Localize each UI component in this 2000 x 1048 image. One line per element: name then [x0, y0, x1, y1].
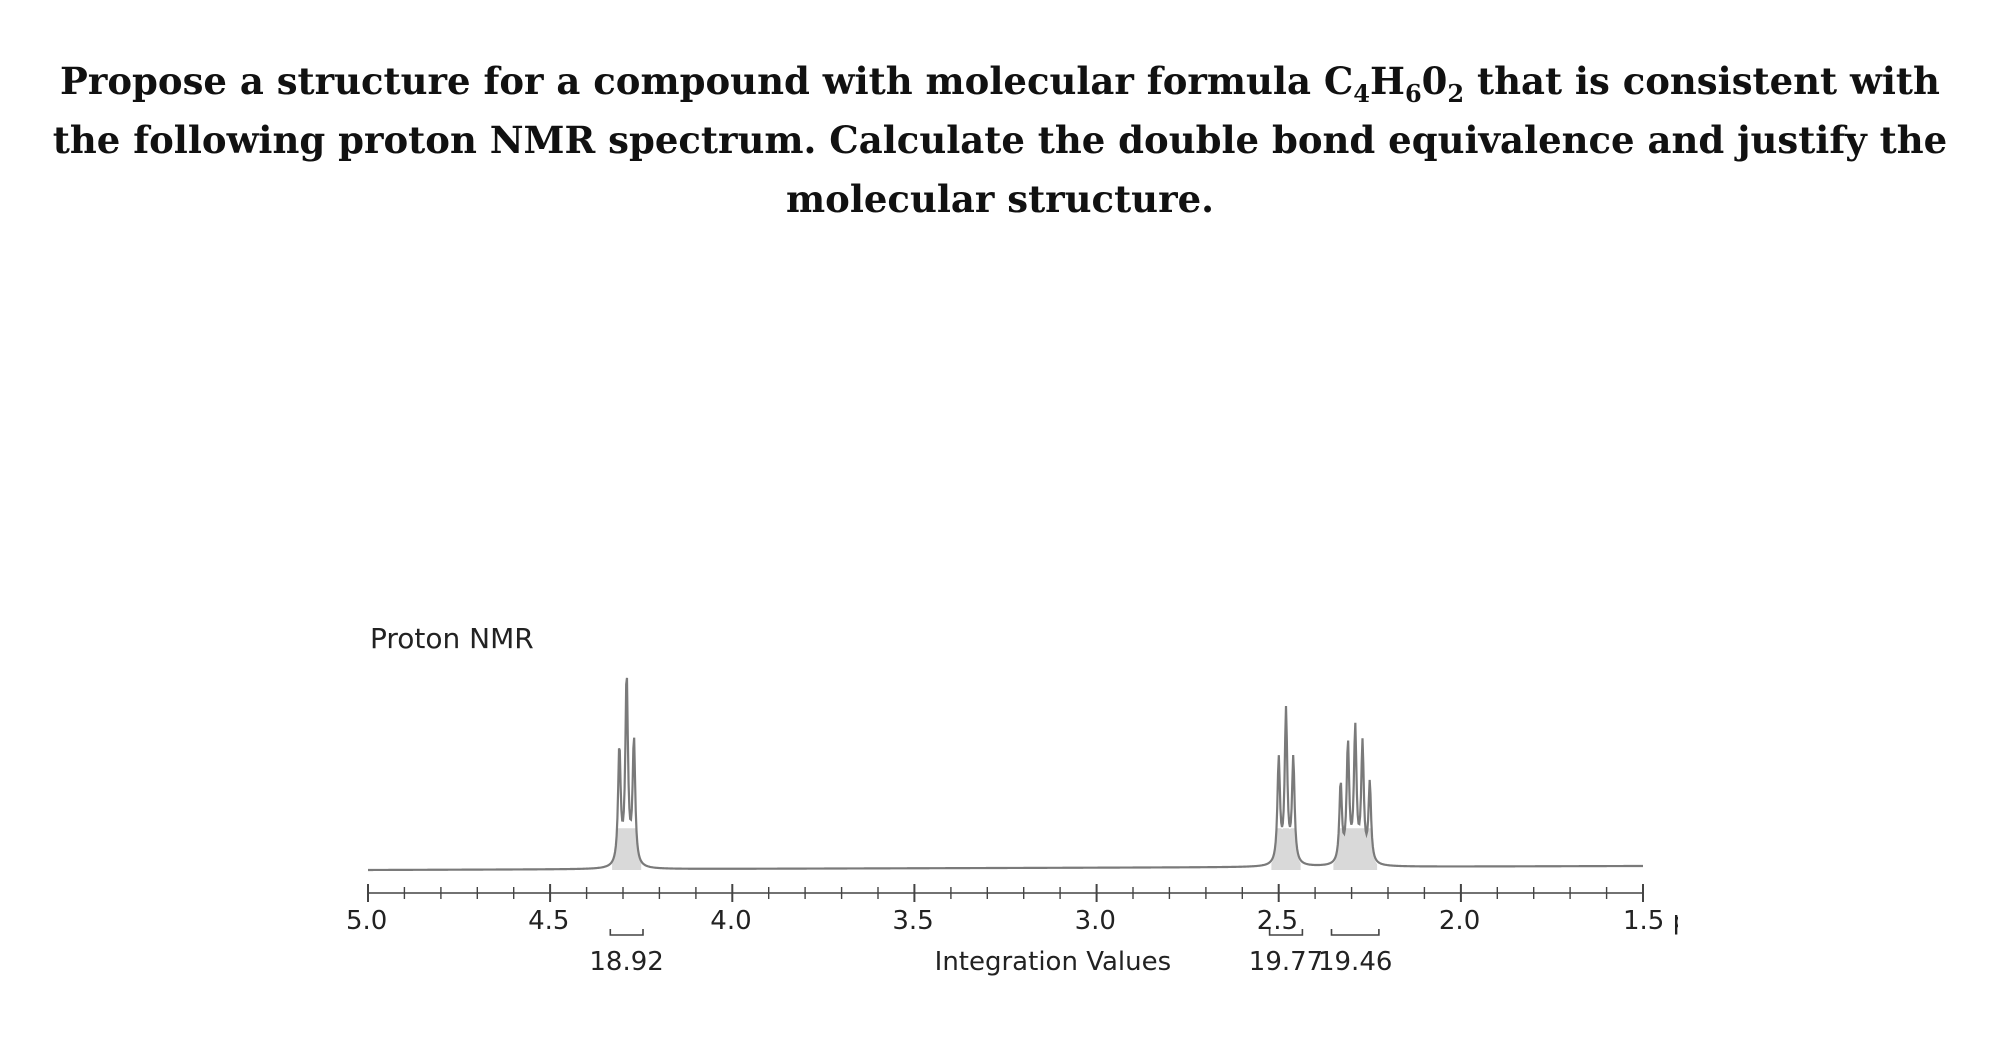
integration-caption: Integration Values: [935, 947, 1171, 977]
integration-value-3: 19.46: [1318, 947, 1392, 977]
integration-area-1: [612, 828, 642, 870]
tick-label-4.0: 4.0: [710, 906, 751, 936]
tick-label-5.0: 5.0: [346, 906, 387, 936]
tick-label-2.5: 2.5: [1257, 906, 1298, 936]
ppm-axis-labels: 5.0 4.5 4.0 3.5 3.0 2.5 2.0 1.5 ppm: [346, 906, 1678, 936]
integration-bracket-3: [1330, 929, 1380, 936]
tick-label-3.0: 3.0: [1075, 906, 1116, 936]
tick-label-2.0: 2.0: [1439, 906, 1480, 936]
question-text: Propose a structure for a compound with …: [52, 59, 1948, 221]
tick-label-1.5: 1.5 ppm: [1623, 906, 1678, 936]
tick-label-4.5: 4.5: [528, 906, 569, 936]
integration-bracket-2: [1268, 929, 1304, 936]
tick-label-3.5: 3.5: [892, 906, 933, 936]
nmr-spectrum-svg: Proton NMR 5.04.54.03.53.02.52.01.5 ppm …: [346, 622, 1678, 977]
chart-title: Proton NMR: [370, 622, 534, 655]
integration-fill-layer: [612, 828, 1378, 870]
integration-area-3: [1333, 828, 1378, 870]
integration-value-1: 18.92: [589, 947, 663, 977]
integration-bracket-1: [609, 929, 644, 936]
spectrum-trace: [368, 677, 1643, 872]
ppm-axis-ticks: [367, 884, 1644, 902]
integration-area-2: [1271, 828, 1301, 870]
nmr-spectrum-chart: Proton NMR 5.04.54.03.53.02.52.01.5 ppm …: [338, 600, 1678, 1020]
integration-value-2: 19.77: [1249, 947, 1323, 977]
